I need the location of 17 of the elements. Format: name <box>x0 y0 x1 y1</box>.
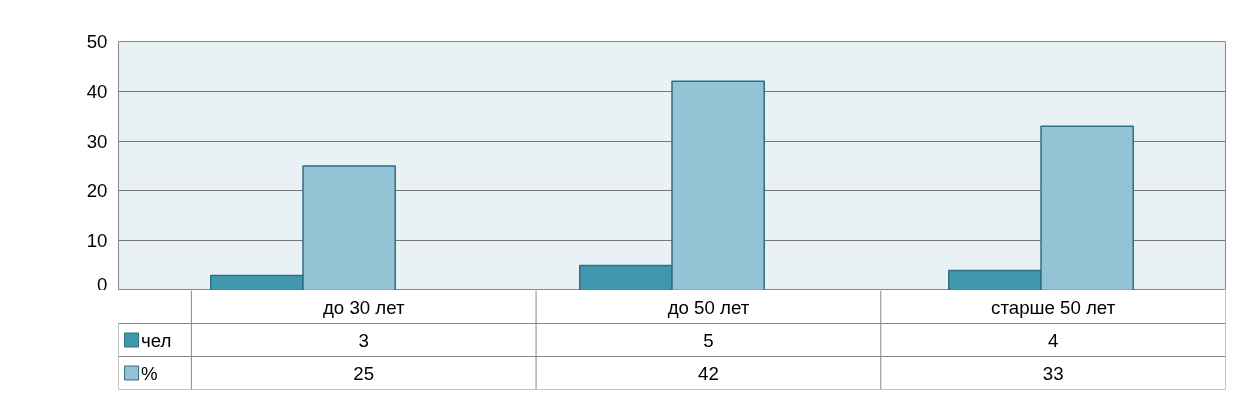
data-label: 4 <box>1047 329 1059 351</box>
y-tick-label: 30 <box>86 130 108 152</box>
y-tick-label: 40 <box>86 80 108 102</box>
data-label: 5 <box>703 329 714 351</box>
y-tick-label: 20 <box>86 180 108 202</box>
x-tick-label: старше 50 лет <box>991 296 1116 318</box>
x-tick-label: до 30 лет <box>322 296 405 318</box>
legend-label: чел <box>140 329 172 351</box>
y-tick-label: 50 <box>86 31 108 52</box>
legend-label: % <box>140 362 158 384</box>
y-tick-label: 10 <box>86 230 108 252</box>
y-tick-label: 0 <box>97 273 108 295</box>
x-tick-label: до 50 лет <box>667 296 750 318</box>
data-label: 42 <box>698 362 719 384</box>
data-label: 3 <box>358 329 369 351</box>
data-label: 33 <box>1042 362 1064 384</box>
data-label: 25 <box>353 362 375 384</box>
